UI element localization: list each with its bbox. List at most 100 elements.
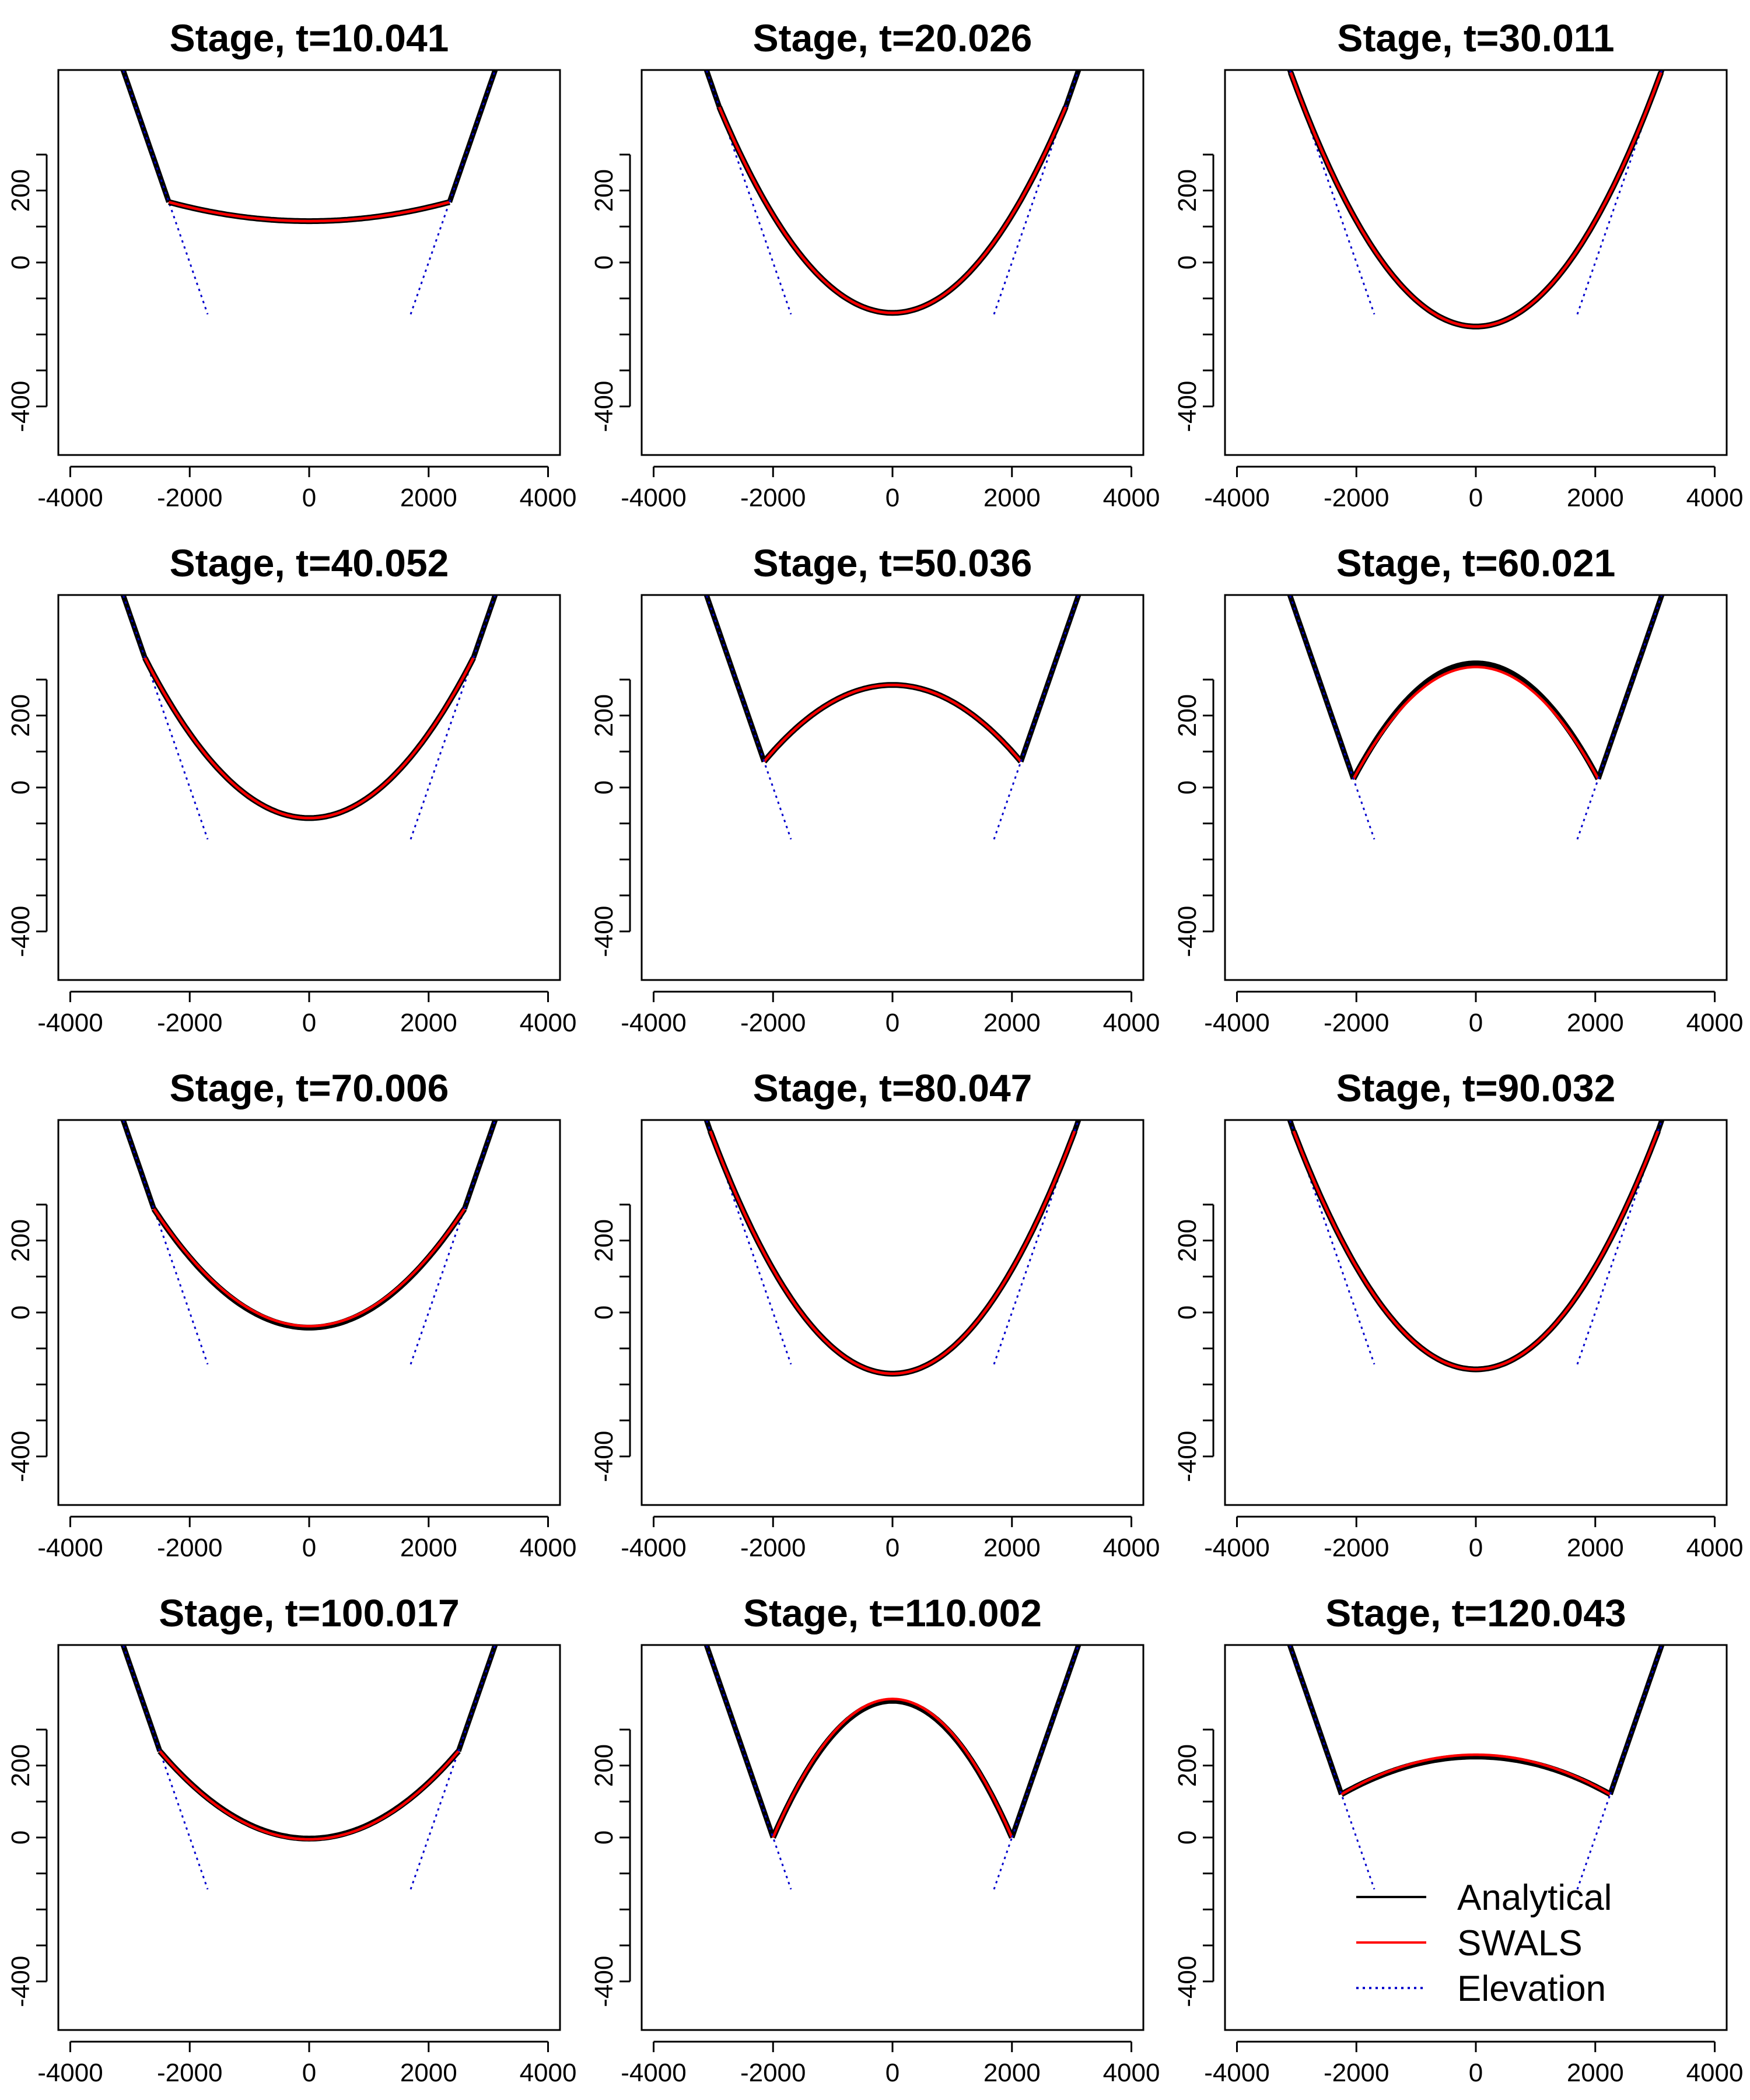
panel-title: Stage, t=80.047 xyxy=(753,1066,1032,1110)
y-tick-label: 0 xyxy=(590,256,618,270)
y-tick-label: -400 xyxy=(590,381,618,432)
y-tick-label: 200 xyxy=(6,1744,35,1787)
analytical-wall-line xyxy=(471,595,498,659)
x-tick-label: 0 xyxy=(886,2059,900,2087)
plot-area xyxy=(704,70,1082,316)
panel-5: Stage, t=50.036-4000 -2000 0 2000 4000-40002… xyxy=(590,541,1160,1037)
analytical-wall-line xyxy=(120,70,172,203)
x-tick-label: 4000 xyxy=(520,484,577,512)
plot-frame xyxy=(57,69,561,456)
y-tick-label: 200 xyxy=(590,694,618,737)
x-tick-label: 2000 xyxy=(984,1009,1041,1037)
panel-title: Stage, t=90.032 xyxy=(1336,1066,1616,1110)
x-tick-label: -4000 xyxy=(1204,484,1270,512)
x-tick-label: -4000 xyxy=(621,1534,687,1562)
plot-frame xyxy=(1224,1644,1728,2031)
y-tick-label: 200 xyxy=(6,169,35,212)
swals-stage-line xyxy=(772,1698,1013,1838)
plot-frame xyxy=(57,1644,561,2031)
x-tick-label: 2000 xyxy=(1567,484,1624,512)
legend-label-analytical: Analytical xyxy=(1457,1878,1612,1918)
panel-9: Stage, t=90.032-4000 -2000 0 2000 4000-40002… xyxy=(1173,1066,1743,1562)
x-tick-label: 4000 xyxy=(1103,1534,1160,1562)
elevation-overlay-line xyxy=(122,70,170,202)
y-tick-label: -400 xyxy=(6,1956,35,2007)
x-tick-label: 2000 xyxy=(400,1009,457,1037)
plot-area xyxy=(1287,595,1665,840)
panel-title: Stage, t=60.021 xyxy=(1336,541,1616,584)
plot-frame xyxy=(640,1644,1144,2031)
swals-stage-line xyxy=(152,1208,466,1328)
panel-title: Stage, t=110.002 xyxy=(743,1591,1042,1634)
x-tick-label: -4000 xyxy=(621,484,687,512)
x-tick-label: -4000 xyxy=(621,1009,687,1037)
plot-area xyxy=(120,1120,498,1365)
y-tick-label: 200 xyxy=(6,1219,35,1262)
x-tick-label: 4000 xyxy=(520,2059,577,2087)
elevation-overlay-line xyxy=(1597,595,1663,779)
panel-title: Stage, t=70.006 xyxy=(170,1066,449,1110)
plot-frame xyxy=(1224,594,1728,981)
panel-title: Stage, t=20.026 xyxy=(753,16,1032,60)
panel-title: Stage, t=120.043 xyxy=(1325,1591,1626,1634)
x-tick-label: 0 xyxy=(302,1009,316,1037)
x-tick-label: 2000 xyxy=(400,1534,457,1562)
elevation-line xyxy=(122,1120,209,1365)
plot-frame xyxy=(640,69,1144,456)
panel-title: Stage, t=40.052 xyxy=(170,541,449,584)
y-tick-label: 0 xyxy=(6,1306,35,1320)
x-tick-label: -4000 xyxy=(37,1534,103,1562)
plot-area xyxy=(704,595,1082,840)
panel-grid: Stage, t=10.041-4000 -2000 0 2000 4000-40002… xyxy=(6,16,1743,2087)
elevation-line xyxy=(1289,70,1376,315)
panel-2: Stage, t=20.026-4000 -2000 0 2000 4000-40002… xyxy=(590,16,1160,512)
x-tick-label: -4000 xyxy=(37,2059,103,2087)
x-tick-label: 2000 xyxy=(400,484,457,512)
y-tick-label: 0 xyxy=(1173,256,1202,270)
plot-frame xyxy=(1224,69,1728,456)
analytical-wall-line xyxy=(447,70,498,203)
y-tick-label: -400 xyxy=(590,1956,618,2007)
y-tick-label: 200 xyxy=(590,1744,618,1787)
elevation-overlay-line xyxy=(1289,70,1292,73)
plot-area xyxy=(1287,70,1665,330)
x-tick-label: 2000 xyxy=(1567,2059,1624,2087)
panel-1: Stage, t=10.041-4000 -2000 0 2000 4000-40002… xyxy=(6,16,577,512)
x-tick-label: 2000 xyxy=(984,2059,1041,2087)
elevation-overlay-line xyxy=(1660,70,1663,73)
x-tick-label: 2000 xyxy=(1567,1534,1624,1562)
elevation-overlay-line xyxy=(1289,595,1354,779)
y-tick-label: 0 xyxy=(1173,1306,1202,1320)
x-tick-label: -2000 xyxy=(740,1534,806,1562)
elevation-line xyxy=(705,70,792,315)
analytical-wall-line xyxy=(1018,595,1082,763)
elevation-line xyxy=(1289,1645,1376,1890)
plot-area xyxy=(1287,1645,1665,1890)
swals-stage-line xyxy=(159,1750,460,1841)
elevation-overlay-line xyxy=(705,1645,774,1838)
x-tick-label: 4000 xyxy=(1103,1009,1160,1037)
elevation-overlay-line xyxy=(449,70,496,202)
x-tick-label: 0 xyxy=(1469,1534,1483,1562)
analytical-wall-line xyxy=(1658,70,1665,74)
x-tick-label: 0 xyxy=(302,2059,316,2087)
x-tick-label: 2000 xyxy=(1567,1009,1624,1037)
x-tick-label: 0 xyxy=(1469,1009,1483,1037)
plot-area xyxy=(120,1645,498,1890)
elevation-overlay-line xyxy=(122,595,146,659)
x-tick-label: 4000 xyxy=(520,1534,577,1562)
elevation-line xyxy=(705,595,792,840)
legend-label-swals: SWALS xyxy=(1457,1923,1583,1964)
panel-8: Stage, t=80.047-4000 -2000 0 2000 4000-40002… xyxy=(590,1066,1160,1562)
y-tick-label: 200 xyxy=(6,694,35,737)
plot-frame xyxy=(1224,1119,1728,1506)
x-tick-label: -2000 xyxy=(1324,1009,1390,1037)
x-tick-label: -2000 xyxy=(740,2059,806,2087)
elevation-overlay-line xyxy=(473,595,496,659)
x-tick-label: -2000 xyxy=(157,2059,223,2087)
x-tick-label: 2000 xyxy=(984,484,1041,512)
analytical-wall-line xyxy=(704,70,722,108)
plot-area xyxy=(704,1120,1082,1377)
x-tick-label: -2000 xyxy=(1324,1534,1390,1562)
panel-10: Stage, t=100.017-4000 -2000 0 2000 4000-4000… xyxy=(6,1591,577,2087)
